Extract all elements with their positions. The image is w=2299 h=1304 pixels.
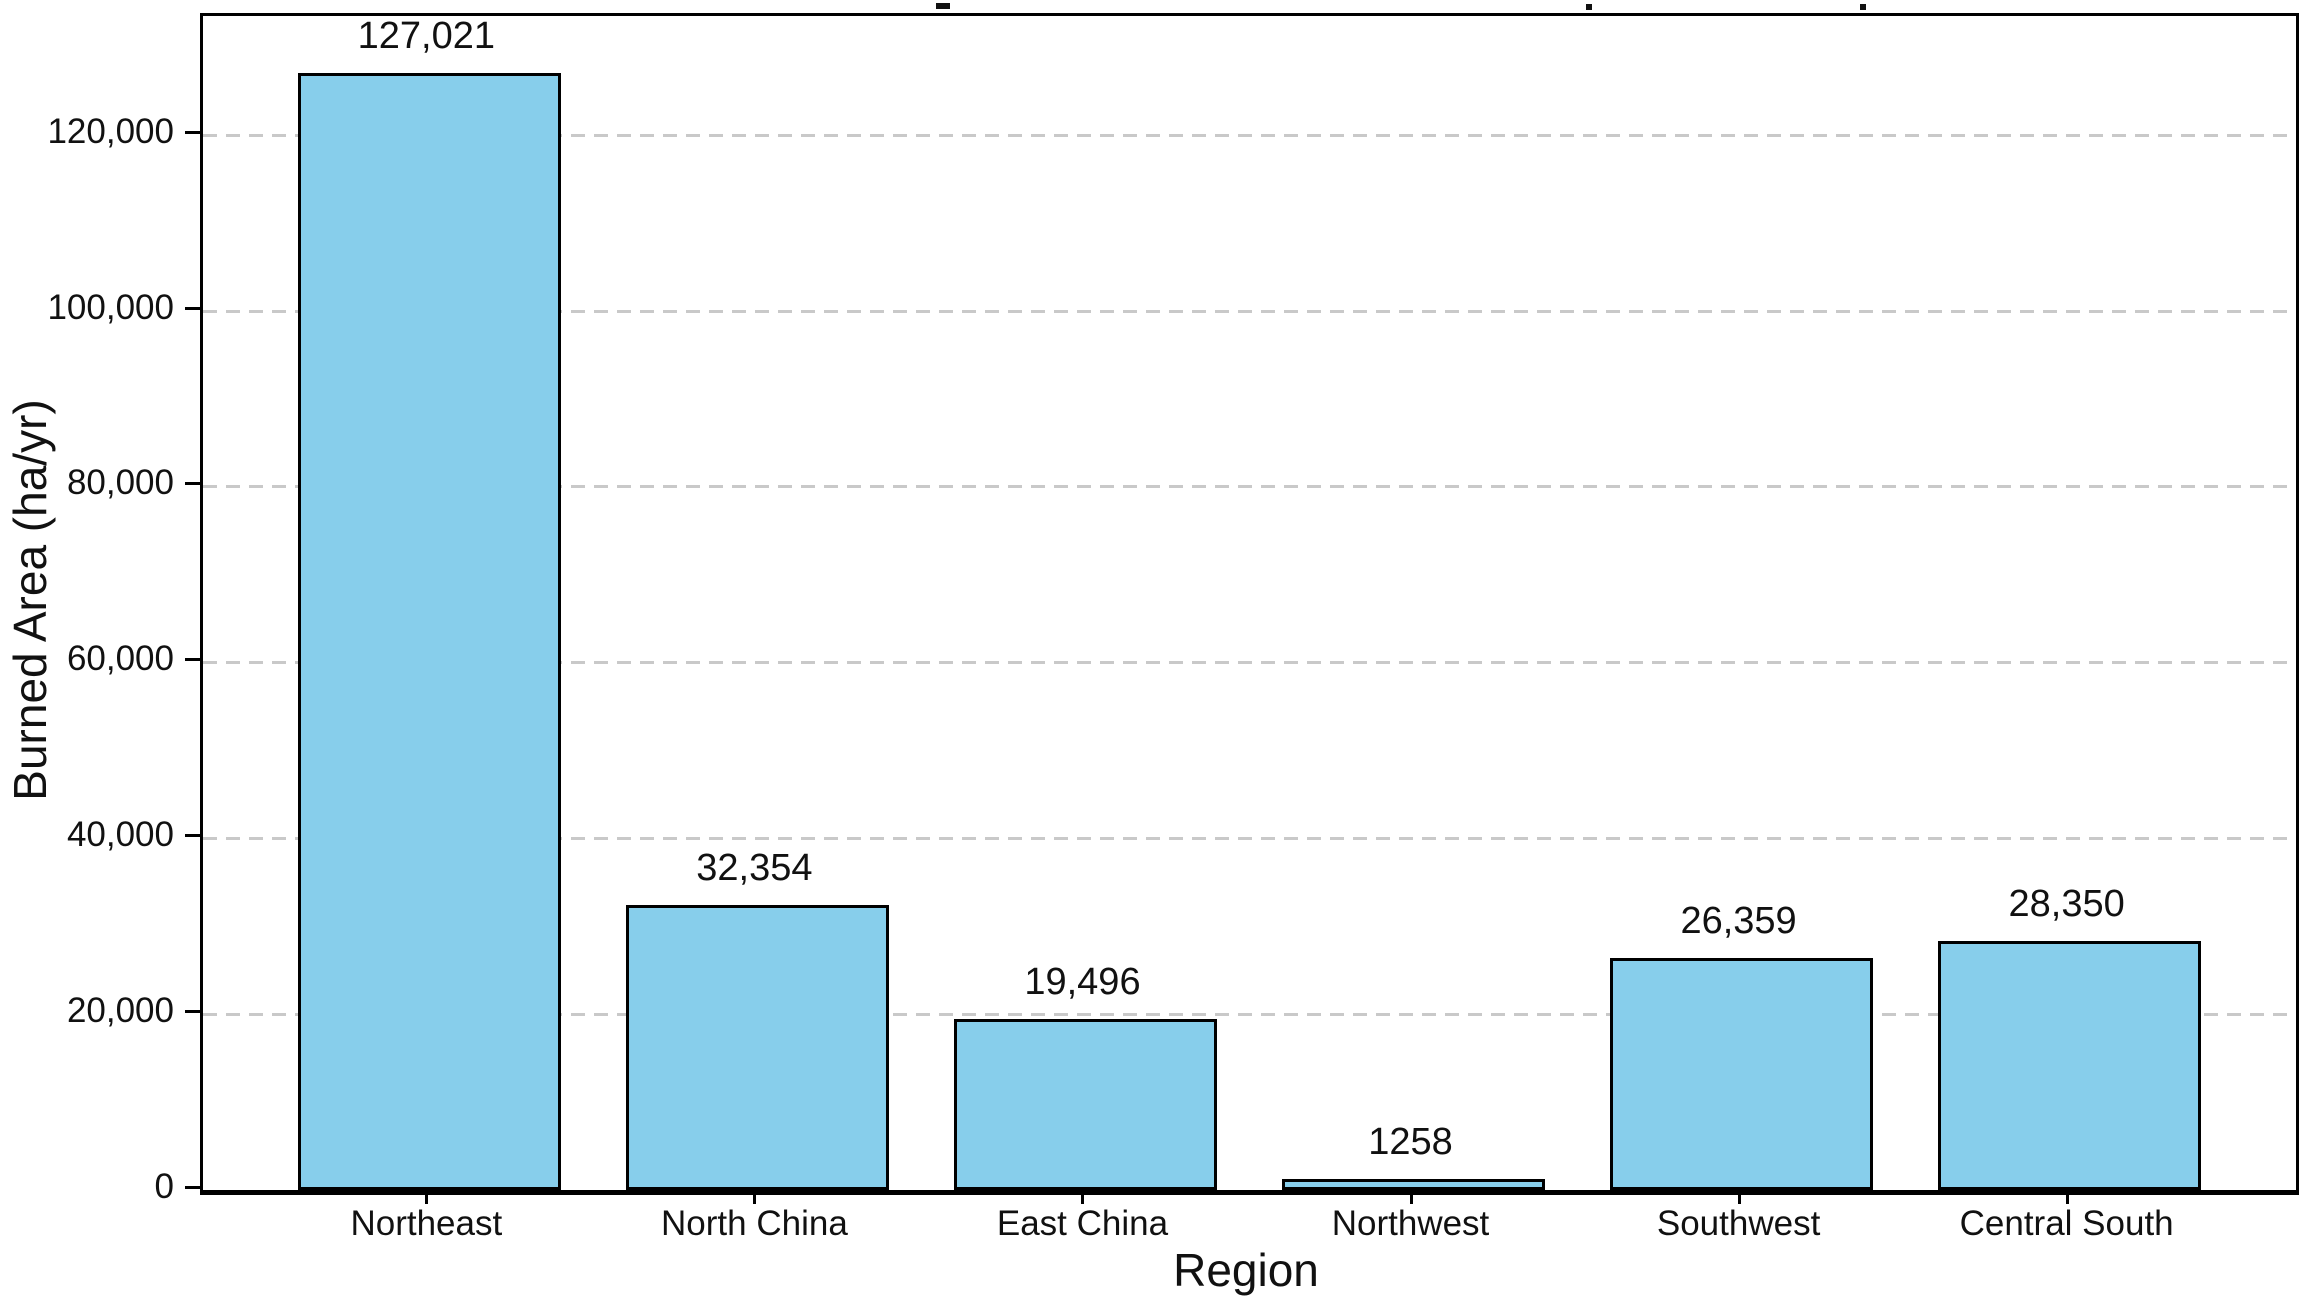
bar-value-label-east-china: 19,496 — [1024, 960, 1141, 1003]
gridline-20000 — [203, 1013, 2296, 1017]
x-tick-mark-southwest — [1737, 1192, 1741, 1204]
y-tick-label-80000: 80,000 — [66, 463, 174, 503]
cropped-title-fragment-3 — [1860, 4, 1866, 10]
y-axis-title: Burned Area (ha/yr) — [4, 399, 56, 801]
y-tick-label-100000: 100,000 — [47, 287, 174, 327]
bar-value-label-north-china: 32,354 — [696, 847, 813, 890]
x-tick-label-north-china: North China — [661, 1204, 848, 1243]
bar-value-label-central-south: 28,350 — [2008, 882, 2125, 925]
x-tick-label-northeast: Northeast — [350, 1204, 503, 1243]
gridline-120000 — [203, 133, 2296, 137]
y-tick-mark-80000 — [185, 482, 200, 486]
y-tick-label-0: 0 — [154, 1167, 174, 1206]
bar-northeast — [298, 72, 561, 1190]
bar-northwest — [1282, 1178, 1545, 1190]
x-tick-mark-east-china — [1081, 1192, 1085, 1204]
gridline-80000 — [203, 485, 2296, 489]
y-tick-label-120000: 120,000 — [47, 111, 174, 151]
x-tick-mark-north-china — [753, 1192, 757, 1204]
x-tick-label-southwest: Southwest — [1656, 1204, 1821, 1243]
bar-southwest — [1610, 958, 1873, 1190]
y-tick-mark-100000 — [185, 306, 200, 310]
x-tick-label-east-china: East China — [996, 1204, 1169, 1243]
x-tick-mark-central-south — [2065, 1192, 2069, 1204]
y-tick-label-60000: 60,000 — [66, 639, 174, 679]
bar-value-label-northeast: 127,021 — [357, 14, 496, 57]
bar-east-china — [954, 1018, 1217, 1190]
bar-value-label-northwest: 1258 — [1368, 1120, 1453, 1163]
y-tick-mark-120000 — [185, 130, 200, 134]
x-tick-mark-northeast — [425, 1192, 429, 1204]
y-tick-mark-60000 — [185, 658, 200, 662]
bar-north-china — [626, 905, 889, 1190]
x-axis-title: Region — [1173, 1244, 1319, 1296]
x-tick-label-northwest: Northwest — [1331, 1204, 1490, 1243]
plot-area — [200, 13, 2299, 1195]
gridline-40000 — [203, 837, 2296, 841]
x-tick-mark-northwest — [1409, 1192, 1413, 1204]
cropped-title-fragment-2 — [1586, 4, 1592, 10]
y-tick-mark-40000 — [185, 834, 200, 838]
gridline-60000 — [203, 661, 2296, 665]
gridline-100000 — [203, 309, 2296, 313]
bar-central-south — [1938, 940, 2201, 1190]
cropped-title-fragment-1 — [936, 3, 950, 9]
y-tick-label-40000: 40,000 — [66, 815, 174, 855]
y-tick-mark-20000 — [185, 1010, 200, 1014]
bar-value-label-southwest: 26,359 — [1680, 900, 1797, 943]
y-tick-mark-0 — [185, 1186, 200, 1189]
y-tick-label-20000: 20,000 — [66, 991, 174, 1031]
x-tick-label-central-south: Central South — [1959, 1204, 2174, 1243]
